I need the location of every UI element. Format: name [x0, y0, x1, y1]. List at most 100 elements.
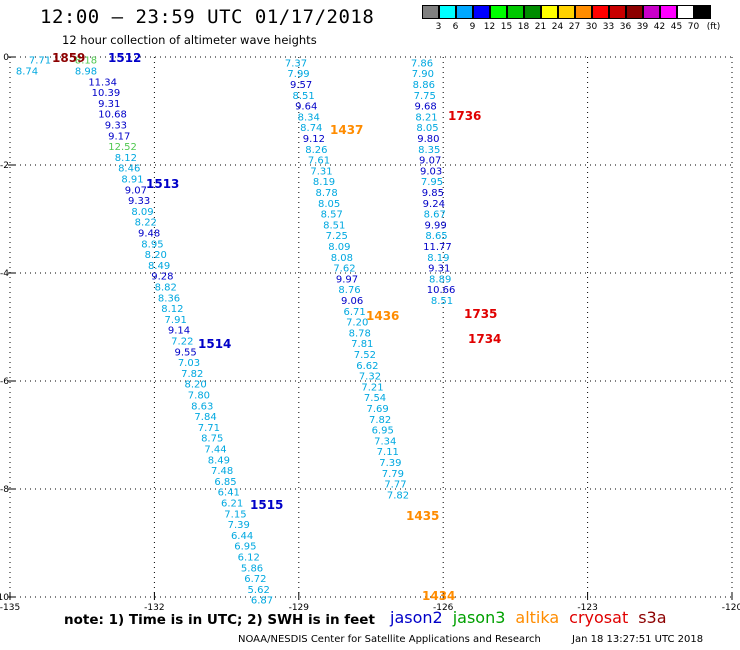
wave-height-reading: 7.31	[310, 166, 332, 177]
wave-height-reading: 8.46	[118, 164, 140, 175]
legend-label: 36	[619, 22, 632, 32]
wave-height-reading: 7.80	[188, 391, 210, 402]
wave-height-reading: 6.85	[214, 477, 236, 488]
wave-height-reading: 8.20	[184, 380, 206, 391]
wave-height-reading: 10.68	[98, 110, 127, 121]
footer: NOAA/NESDIS Center for Satellite Applica…	[238, 634, 731, 645]
wave-height-reading: 9.31	[98, 99, 120, 110]
lat-tick-label: -10	[0, 593, 9, 603]
wave-height-reading: 7.84	[194, 412, 216, 423]
wave-height-reading: 9.97	[336, 274, 358, 285]
wave-height-reading: 7.95	[421, 177, 443, 188]
wave-height-reading: 8.95	[141, 239, 163, 250]
pass-number-label: 1515	[250, 498, 283, 512]
wave-height-reading: 7.71	[198, 423, 220, 434]
pass-number-label: 1736	[448, 109, 481, 123]
wave-height-reading: 8.78	[315, 188, 337, 199]
wave-height-reading: 6.12	[238, 553, 260, 564]
legend-swatch	[422, 5, 439, 19]
legend-swatch	[456, 5, 473, 19]
legend-label: 42	[653, 22, 666, 32]
wave-height-reading: 8.20	[145, 250, 167, 261]
legend-label: 15	[500, 22, 513, 32]
lon-tick-label: -129	[289, 603, 310, 613]
wave-height-reading: 8.89	[429, 274, 451, 285]
wave-height-reading: 8.26	[305, 145, 327, 156]
wave-height-reading: 9.03	[420, 166, 442, 177]
wave-height-reading: 7.71	[29, 56, 51, 67]
wave-height-reading: 6.71	[344, 307, 366, 318]
wave-height-reading: 9.31	[428, 264, 450, 275]
wave-height-reading: 7.48	[211, 466, 233, 477]
legend-swatch	[677, 5, 694, 19]
wave-height-reading: 8.51	[323, 220, 345, 231]
wave-height-reading: 7.39	[379, 458, 401, 469]
wave-height-reading: 8.05	[416, 123, 438, 134]
pass-number-label: 1734	[468, 332, 501, 346]
wave-height-reading: 6.87	[251, 596, 273, 607]
wave-height-reading: 6.44	[231, 531, 253, 542]
wave-height-reading: 8.08	[331, 253, 353, 264]
legend-label: 33	[602, 22, 615, 32]
wave-height-reading: 8.22	[135, 218, 157, 229]
wave-height-reading: 6.41	[218, 488, 240, 499]
wave-height-reading: 7.81	[351, 339, 373, 350]
satellite-key: jason2 jason3 altika cryosat s3a	[390, 608, 677, 627]
pass-number-label: 1513	[146, 177, 179, 191]
legend-swatch	[609, 5, 626, 19]
wave-height-reading: 9.80	[417, 134, 439, 145]
pass-number-label: 1436	[366, 309, 399, 323]
legend-label: 70	[687, 22, 700, 32]
legend-label: 18	[517, 22, 530, 32]
wave-height-reading: 8.65	[425, 231, 447, 242]
legend-unit: (ft)	[706, 22, 721, 32]
satellite-altika: altika	[515, 608, 560, 627]
wave-height-reading: 8.74	[16, 67, 38, 78]
wave-height-reading: 7.39	[228, 520, 250, 531]
wave-height-reading: 6.95	[372, 426, 394, 437]
wave-height-reading: 8.76	[338, 285, 360, 296]
legend-swatch	[541, 5, 558, 19]
wave-height-reading: 7.15	[224, 509, 246, 520]
wave-height-reading: 8.49	[208, 455, 230, 466]
wave-height-reading: 10.66	[427, 285, 456, 296]
legend-label: 39	[636, 22, 649, 32]
wave-height-reading: 9.06	[341, 296, 363, 307]
wave-height-reading: 12.52	[108, 142, 137, 153]
wave-height-reading: 7.20	[346, 318, 368, 329]
wave-height-reading: 7.82	[181, 369, 203, 380]
wave-height-reading: 7.99	[287, 69, 309, 80]
wave-height-reading: 10.39	[92, 88, 121, 99]
wave-height-reading: 7.21	[361, 382, 383, 393]
legend-swatch	[507, 5, 524, 19]
wave-height-reading: 7.69	[366, 404, 388, 415]
wave-height-reading: 8.09	[328, 242, 350, 253]
satellite-jason2: jason2	[390, 608, 443, 627]
pass-number-label: 1434	[422, 589, 455, 603]
map-title: 12:00 – 23:59 UTC 01/17/2018	[40, 6, 375, 28]
legend-swatch	[439, 5, 456, 19]
wave-height-reading: 9.33	[128, 196, 150, 207]
wave-height-reading: 8.34	[298, 112, 320, 123]
wave-height-reading: 9.28	[151, 272, 173, 283]
wave-height-reading: 9.12	[303, 134, 325, 145]
legend-swatch	[592, 5, 609, 19]
satellite-cryosat: cryosat	[569, 608, 629, 627]
pass-number-label: 1435	[406, 509, 439, 523]
lon-tick-label: -135	[0, 603, 20, 613]
wave-height-reading: 8.75	[201, 434, 223, 445]
lon-tick-label: -123	[577, 603, 597, 613]
wave-height-reading: 9.68	[415, 102, 437, 113]
wave-height-reading: 7.75	[414, 91, 436, 102]
wave-height-reading: 11.77	[423, 242, 452, 253]
legend-swatch	[660, 5, 677, 19]
lon-tick-label: -132	[144, 603, 164, 613]
wave-height-reading: 7.79	[382, 469, 404, 480]
footer-credit: NOAA/NESDIS Center for Satellite Applica…	[238, 634, 541, 645]
footer-timestamp: Jan 18 13:27:51 UTC 2018	[572, 634, 704, 645]
lat-tick-label: -8	[0, 485, 9, 495]
wave-height-reading: 8.51	[431, 296, 453, 307]
legend-label: 21	[534, 22, 547, 32]
wave-height-reading: 7.37	[285, 58, 307, 69]
